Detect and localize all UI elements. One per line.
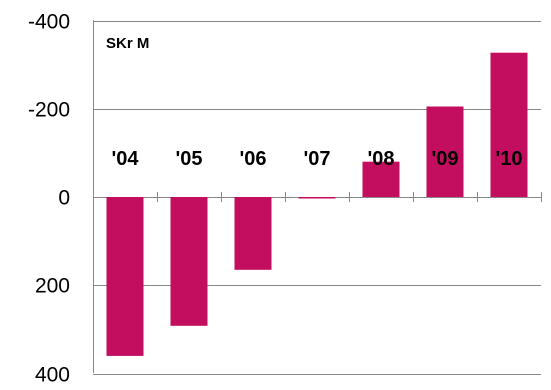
bar [234, 197, 272, 270]
y-tick-label: -400 [28, 11, 70, 34]
category-label: '07 [303, 148, 330, 170]
bar [426, 106, 464, 197]
category-labels: '04 '05 '06 '07 '08 '09 '10 [111, 148, 522, 170]
category-label: '09 [431, 148, 458, 170]
bar [170, 197, 208, 326]
y-tick-label: 400 [35, 364, 70, 387]
bar [298, 197, 336, 199]
y-tick-labels: -400 -200 0 200 400 [28, 11, 70, 387]
category-label: '08 [367, 148, 394, 170]
y-tick-label: 200 [35, 275, 70, 298]
unit-label: SKr M [106, 35, 149, 52]
bar [362, 161, 400, 197]
category-label: '05 [175, 148, 202, 170]
gridlines [93, 21, 541, 375]
x-tick-marks [93, 192, 542, 202]
bar [106, 197, 144, 356]
bars [106, 52, 528, 356]
y-tick-label: -200 [28, 99, 70, 122]
category-label: '06 [239, 148, 266, 170]
bar [490, 52, 528, 198]
axes [93, 20, 541, 373]
y-tick-label: 0 [58, 187, 70, 210]
category-label: '10 [495, 148, 522, 170]
category-label: '04 [111, 148, 139, 170]
